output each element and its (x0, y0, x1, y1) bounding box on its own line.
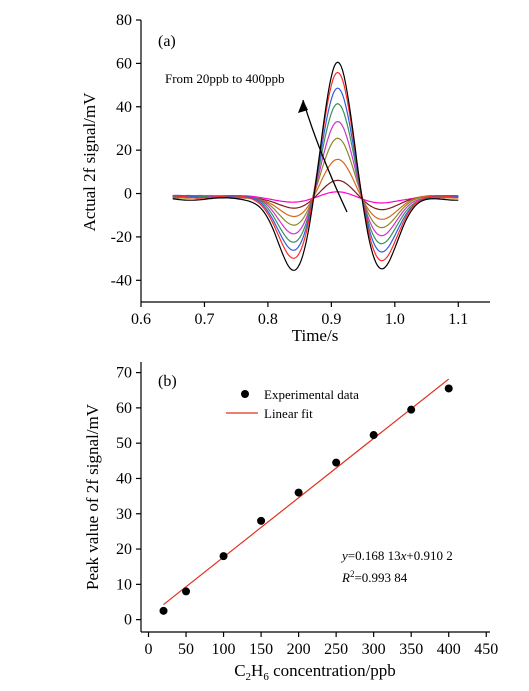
panel-b-x-tick-label: 300 (362, 641, 386, 658)
panel-b-data-point (369, 431, 378, 440)
panel-b-x-tick-label: 50 (178, 641, 194, 658)
panel-b-points (159, 384, 453, 615)
panel-a-label: (a) (158, 33, 176, 50)
panel-b-y-label: Peak value of 2f signal/mV (83, 403, 102, 590)
panel-b-r-squared: R2=0.993 84 (341, 569, 408, 585)
panel-b-data-point (444, 384, 453, 393)
panel-a-y-label: Actual 2f signal/mV (80, 92, 99, 232)
panel-b-label: (b) (158, 373, 177, 390)
panel-a-y-tick-label: -20 (111, 229, 132, 246)
panel-b-x-tick-label: 250 (324, 641, 348, 658)
panel-a-y-tick-label: -40 (111, 272, 132, 289)
panel-a-y-ticks: -40 -20 0 20 40 60 80 (111, 12, 141, 289)
panel-a-series-line (172, 71, 459, 262)
panel-b-x-tick-label: 350 (399, 641, 423, 658)
panel-b-x-ticks: 0 50 100 150 200 250 300 350 400 450 (145, 632, 498, 658)
panel-b-legend: Experimental data Linear fit (226, 387, 359, 421)
panel-a-x-ticks: 0.6 0.7 0.8 0.9 1.0 1.1 (131, 302, 468, 328)
panel-b-equation: y=0.168 13x+0.910 2 (340, 548, 453, 563)
panel-b-y-tick-label: 20 (116, 541, 132, 558)
panel-b: 0 50 100 150 200 250 300 350 400 450 0 10 20 30 40 50 6… (83, 362, 498, 683)
panel-a: 0.6 0.7 0.8 0.9 1.0 1.1 -40 -20 0 20 40 60 80 (a) F… (80, 12, 490, 345)
panel-a-y-tick-label: 80 (116, 12, 132, 29)
panel-a-x-tick-label: 0.7 (194, 311, 214, 328)
panel-a-series-line (172, 87, 459, 253)
panel-a-annotation: From 20ppb to 400ppb (165, 71, 285, 86)
panel-b-x-tick-label: 150 (249, 641, 273, 658)
panel-b-fit-line (163, 378, 450, 606)
panel-a-y-tick-label: 0 (124, 186, 132, 203)
panel-b-y-tick-label: 30 (116, 506, 132, 523)
panel-a-y-tick-label: 60 (116, 55, 132, 72)
panel-b-x-tick-label: 400 (437, 641, 461, 658)
panel-b-y-tick-label: 70 (116, 365, 132, 382)
panel-b-data-point (332, 458, 341, 467)
legend-experimental-marker (241, 390, 249, 398)
panel-a-x-tick-label: 1.0 (385, 311, 405, 328)
panel-a-annotation-arrow (298, 99, 348, 213)
panel-b-y-tick-label: 60 (116, 400, 132, 417)
panel-a-series-line (172, 103, 459, 245)
panel-a-y-tick-label: 40 (116, 99, 132, 116)
panel-a-series-line (172, 61, 459, 271)
panel-b-x-tick-label: 0 (145, 641, 153, 658)
panel-a-y-tick-label: 20 (116, 142, 132, 159)
panel-b-x-tick-label: 100 (212, 641, 236, 658)
panel-b-y-tick-label: 10 (116, 576, 132, 593)
panel-b-x-label: C2H6 concentration/ppb (234, 661, 396, 683)
panel-a-x-tick-label: 0.9 (321, 311, 341, 328)
panel-b-y-tick-label: 0 (124, 612, 132, 629)
panel-b-data-point (159, 606, 168, 615)
panel-a-x-label: Time/s (292, 326, 339, 345)
panel-b-data-point (407, 405, 416, 414)
panel-b-data-point (182, 587, 191, 596)
panel-a-x-tick-label: 0.6 (131, 311, 151, 328)
legend-experimental-label: Experimental data (264, 387, 359, 402)
panel-b-y-tick-label: 50 (116, 435, 132, 452)
panel-b-data-point (257, 516, 266, 525)
panel-b-x-tick-label: 200 (287, 641, 311, 658)
panel-b-y-ticks: 0 10 20 30 40 50 60 70 (116, 365, 141, 629)
panel-b-x-tick-label: 450 (474, 641, 498, 658)
legend-fit-label: Linear fit (264, 406, 313, 421)
panel-a-series (172, 61, 459, 271)
panel-a-x-tick-label: 0.8 (258, 311, 278, 328)
panel-b-data-point (294, 488, 303, 497)
panel-b-data-point (219, 552, 228, 561)
panel-a-x-tick-label: 1.1 (448, 311, 468, 328)
panel-b-y-tick-label: 40 (116, 470, 132, 487)
